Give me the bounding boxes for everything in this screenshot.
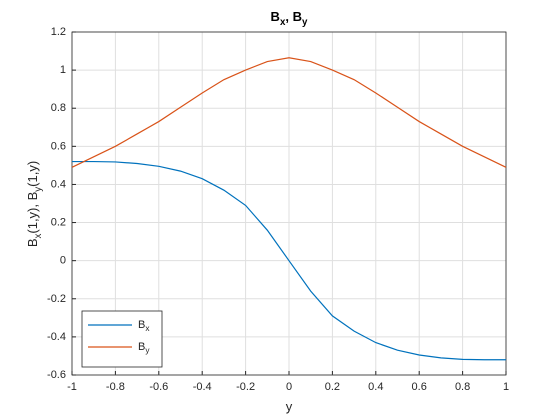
x-tick-label: 1 xyxy=(503,381,509,393)
x-tick-label: -0.8 xyxy=(106,381,125,393)
y-tick-label: 0.2 xyxy=(51,216,66,228)
chart-title: Bx, By xyxy=(271,9,308,27)
data-line xyxy=(72,160,506,361)
x-tick-label: 0.2 xyxy=(325,381,340,393)
y-tick-label: 0 xyxy=(60,255,66,267)
x-tick-label: -0.2 xyxy=(236,381,255,393)
axes-box xyxy=(71,31,507,376)
y-axis-label: Bx(1,y), By(1,y) xyxy=(25,161,43,247)
x-tick-label: -0.6 xyxy=(149,381,168,393)
data-line xyxy=(71,57,507,168)
x-tick-label: 0.6 xyxy=(412,381,427,393)
y-tick-label: 1 xyxy=(60,64,66,76)
legend-label: Bx xyxy=(138,319,150,333)
y-tick-label: 1.2 xyxy=(51,26,66,38)
y-tick-label: 0.4 xyxy=(51,178,66,190)
x-tick-label: 0 xyxy=(286,381,292,393)
legend-label: By xyxy=(138,341,150,355)
x-tick-label: -1 xyxy=(67,381,77,393)
x-axis-label: y xyxy=(286,399,293,414)
legend-box xyxy=(81,310,163,368)
y-tick-label: 0.8 xyxy=(51,102,66,114)
y-tick-label: -0.6 xyxy=(47,369,66,381)
x-tick-label: 0.8 xyxy=(455,381,470,393)
y-tick-label: -0.2 xyxy=(47,293,66,305)
x-tick-label: 0.4 xyxy=(368,381,383,393)
x-tick-label: -0.4 xyxy=(193,381,212,393)
y-tick-label: -0.4 xyxy=(47,331,66,343)
y-tick-label: 0.6 xyxy=(51,140,66,152)
